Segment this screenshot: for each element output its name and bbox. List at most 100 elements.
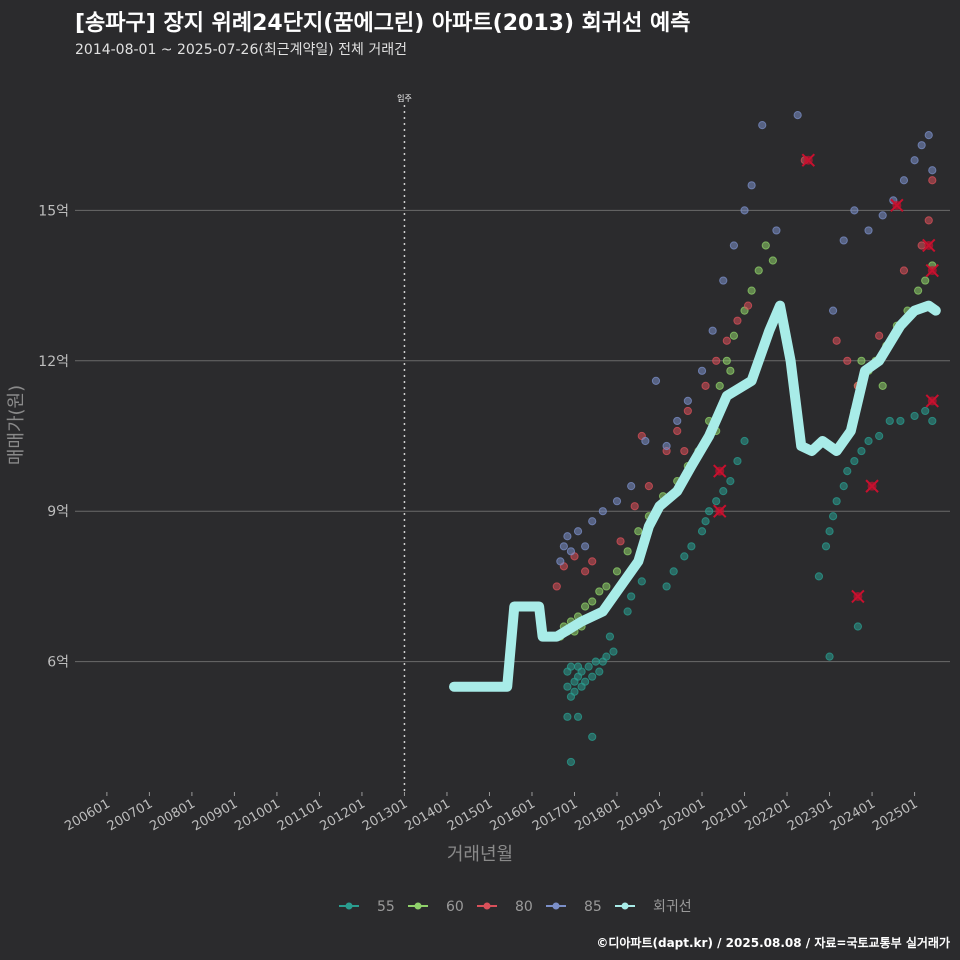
point-85 — [772, 226, 781, 235]
point-55 — [669, 567, 678, 576]
point-60 — [754, 266, 763, 275]
point-60 — [602, 582, 611, 591]
cancelled-x-marker — [865, 479, 879, 493]
point-85 — [719, 276, 728, 285]
point-80 — [644, 482, 653, 491]
legend: 55 60 80 85 회귀선 — [339, 899, 692, 915]
point-55 — [602, 652, 611, 661]
point-60 — [921, 276, 930, 285]
point-80 — [875, 331, 884, 340]
point-85 — [928, 166, 937, 175]
point-80 — [733, 316, 742, 325]
point-80 — [680, 446, 689, 456]
point-85 — [828, 306, 838, 315]
point-60 — [623, 547, 632, 556]
point-55 — [705, 507, 714, 516]
point-85 — [924, 131, 933, 140]
point-55 — [637, 577, 646, 586]
point-55 — [563, 682, 572, 691]
x-axis-label: 거래년월 — [447, 844, 513, 865]
point-60 — [634, 527, 643, 536]
point-80 — [743, 301, 753, 310]
point-55 — [733, 456, 742, 466]
point-85 — [850, 206, 859, 215]
point-80 — [843, 356, 852, 365]
point-55 — [828, 512, 838, 521]
point-85 — [683, 396, 692, 406]
point-55 — [712, 497, 721, 506]
point-85 — [697, 366, 707, 375]
point-55 — [595, 667, 604, 676]
point-55 — [910, 411, 919, 421]
point-55 — [825, 652, 834, 661]
legend-label: 60 — [446, 899, 464, 915]
point-55 — [857, 446, 866, 456]
point-60 — [595, 587, 604, 596]
y-axis-ticks: 6억 9억 12억 15억 — [38, 203, 69, 670]
point-55 — [591, 657, 600, 666]
point-55 — [577, 667, 586, 676]
gridlines — [75, 209, 950, 663]
point-85 — [793, 110, 802, 120]
cancelled-x-marker — [925, 263, 939, 278]
point-80 — [701, 381, 710, 390]
cancelled-x-marker — [890, 198, 904, 213]
y-tick-label: 9억 — [47, 504, 69, 520]
point-55 — [627, 592, 636, 601]
cancelled-x-marker — [801, 153, 816, 167]
point-55 — [588, 672, 597, 681]
point-55 — [687, 542, 696, 551]
point-85 — [662, 441, 671, 451]
point-80 — [673, 426, 682, 436]
point-85 — [917, 141, 926, 150]
point-85 — [878, 211, 887, 220]
point-55 — [566, 757, 576, 767]
move-in-annotation: 입주 — [397, 94, 412, 792]
point-85 — [641, 436, 650, 446]
move-in-label: 입주 — [397, 94, 412, 103]
legend-swatch-dot — [345, 902, 353, 910]
point-85 — [708, 326, 717, 335]
point-60 — [612, 567, 622, 576]
point-55 — [814, 572, 824, 581]
point-80 — [924, 216, 933, 225]
point-80 — [712, 356, 721, 365]
point-85 — [612, 497, 622, 506]
cancelled-x-marker — [713, 464, 727, 478]
cancelled-x-marker — [922, 238, 936, 253]
source-caption: ©디아파트(dapt.kr) / 2025.08.08 / 자료=국토교통부 실… — [596, 935, 950, 950]
point-55 — [680, 552, 689, 561]
y-tick-label: 12억 — [38, 354, 69, 370]
point-85 — [651, 376, 661, 385]
point-80 — [722, 336, 731, 345]
regression-line-group — [449, 300, 941, 692]
legend-swatch-dot — [414, 902, 422, 910]
point-55 — [839, 482, 848, 491]
point-85 — [910, 156, 919, 165]
point-60 — [581, 602, 590, 611]
legend-label: 80 — [515, 899, 533, 915]
point-55 — [570, 687, 579, 696]
point-60 — [722, 356, 731, 365]
point-55 — [662, 582, 671, 591]
point-55 — [605, 632, 615, 641]
point-55 — [573, 712, 583, 721]
point-55 — [719, 487, 728, 496]
legend-label: 55 — [377, 899, 395, 915]
point-85 — [566, 547, 576, 556]
cancelled-x-marker — [925, 394, 939, 408]
y-tick-label: 6억 — [47, 655, 69, 671]
point-85 — [588, 517, 597, 526]
point-55 — [581, 677, 590, 686]
chart-subtitle: 2014-08-01 ~ 2025-07-26(최근계약일) 전체 거래건 — [75, 42, 407, 58]
point-55 — [928, 416, 937, 426]
point-55 — [701, 517, 710, 526]
point-55 — [896, 416, 905, 426]
point-80 — [832, 336, 841, 345]
point-60 — [726, 366, 735, 375]
point-85 — [758, 121, 767, 130]
point-55 — [623, 607, 632, 616]
point-80 — [683, 406, 692, 416]
point-80 — [899, 266, 909, 275]
legend-label: 회귀선 — [653, 899, 692, 915]
